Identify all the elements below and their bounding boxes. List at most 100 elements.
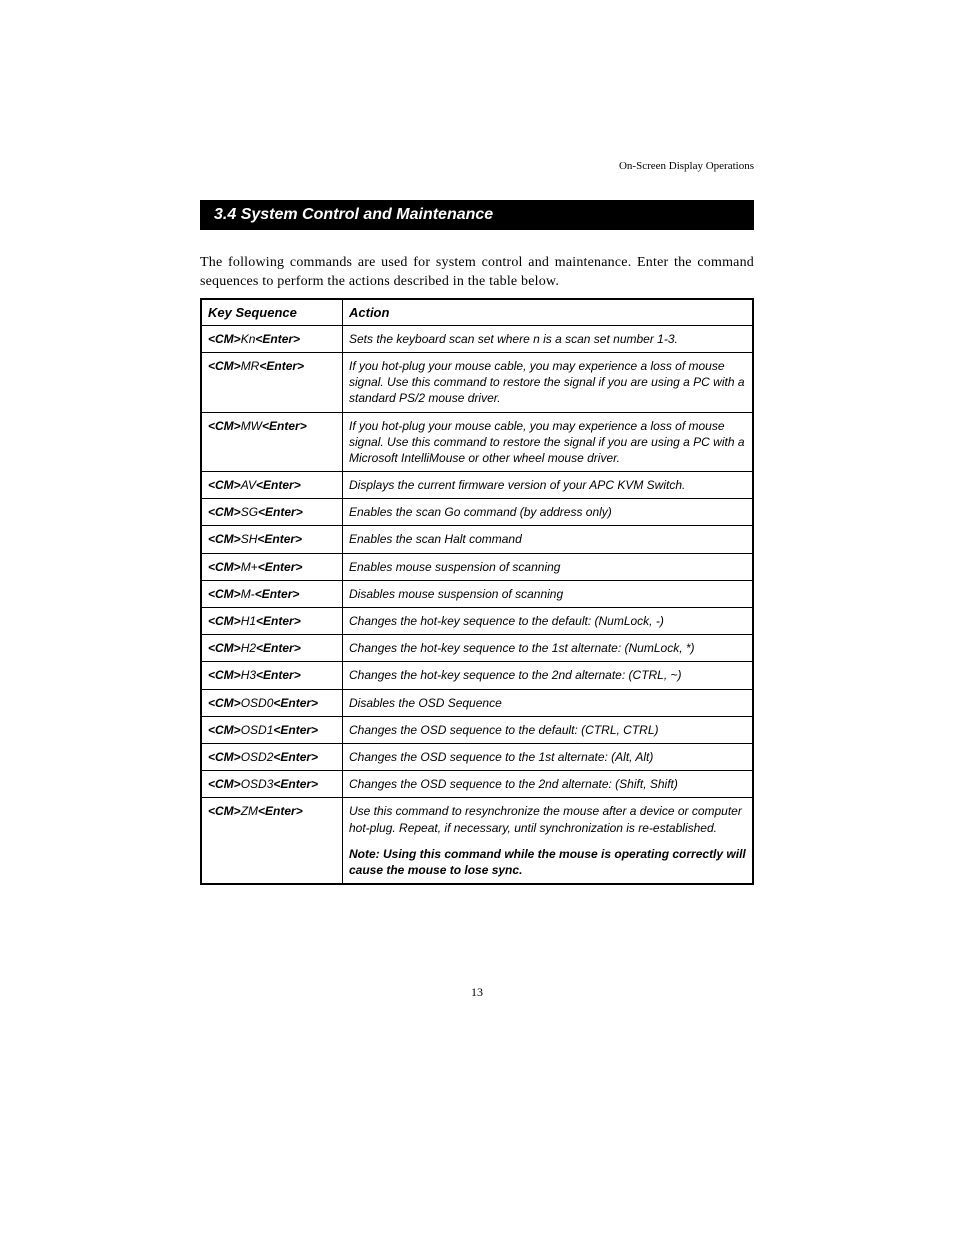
- action-cell: Disables the OSD Sequence: [343, 689, 754, 716]
- action-cell: Changes the hot-key sequence to the 2nd …: [343, 662, 754, 689]
- page-header: On-Screen Display Operations: [200, 160, 754, 172]
- action-text: Use this command to resynchronize the mo…: [349, 804, 742, 834]
- action-cell: Use this command to resynchronize the mo…: [343, 798, 754, 884]
- enter-suffix: <Enter>: [255, 332, 300, 346]
- command-code: M-: [241, 587, 255, 601]
- cm-prefix: <CM>: [208, 614, 241, 628]
- key-sequence-cell: <CM>Kn<Enter>: [201, 325, 343, 352]
- action-text: Changes the hot-key sequence to the 1st …: [349, 641, 695, 655]
- key-sequence-cell: <CM>AV<Enter>: [201, 472, 343, 499]
- key-sequence-cell: <CM>M+<Enter>: [201, 553, 343, 580]
- enter-suffix: <Enter>: [256, 614, 301, 628]
- enter-suffix: <Enter>: [258, 560, 303, 574]
- table-header-row: Key Sequence Action: [201, 299, 753, 326]
- action-cell: If you hot-plug your mouse cable, you ma…: [343, 352, 754, 412]
- action-text: Sets the keyboard scan set where n is a …: [349, 332, 678, 346]
- table-row: <CM>OSD1<Enter> Changes the OSD sequence …: [201, 716, 753, 743]
- action-cell: If you hot-plug your mouse cable, you ma…: [343, 412, 754, 472]
- command-code: AV: [241, 478, 256, 492]
- key-sequence-cell: <CM>H2<Enter>: [201, 635, 343, 662]
- enter-suffix: <Enter>: [273, 723, 318, 737]
- action-text: If you hot-plug your mouse cable, you ma…: [349, 359, 745, 405]
- action-text: Changes the OSD sequence to the 1st alte…: [349, 750, 653, 764]
- action-note: Note: Using this command while the mouse…: [349, 846, 746, 878]
- key-sequence-cell: <CM>OSD0<Enter>: [201, 689, 343, 716]
- table-row: <CM>M-<Enter> Disables mouse suspension o…: [201, 580, 753, 607]
- action-text: Displays the current firmware version of…: [349, 478, 685, 492]
- key-sequence-cell: <CM>OSD1<Enter>: [201, 716, 343, 743]
- action-cell: Disables mouse suspension of scanning: [343, 580, 754, 607]
- action-cell: Changes the OSD sequence to the 1st alte…: [343, 743, 754, 770]
- action-cell: Changes the hot-key sequence to the defa…: [343, 608, 754, 635]
- action-text: Changes the OSD sequence to the default:…: [349, 723, 659, 737]
- table-row: <CM>H1<Enter> Changes the hot-key sequenc…: [201, 608, 753, 635]
- table-row: <CM>H3<Enter> Changes the hot-key sequenc…: [201, 662, 753, 689]
- cm-prefix: <CM>: [208, 478, 241, 492]
- cm-prefix: <CM>: [208, 723, 241, 737]
- key-sequence-cell: <CM>OSD2<Enter>: [201, 743, 343, 770]
- command-code: ZM: [241, 804, 258, 818]
- cm-prefix: <CM>: [208, 696, 241, 710]
- commands-table: Key Sequence Action <CM>Kn<Enter>Sets th…: [200, 298, 754, 885]
- cm-prefix: <CM>: [208, 587, 241, 601]
- cm-prefix: <CM>: [208, 505, 241, 519]
- table-row: <CM>MR<Enter>If you hot-plug your mouse …: [201, 352, 753, 412]
- action-text: Changes the OSD sequence to the 2nd alte…: [349, 777, 678, 791]
- enter-suffix: <Enter>: [258, 804, 303, 818]
- key-sequence-cell: <CM>SG<Enter>: [201, 499, 343, 526]
- action-text: Changes the hot-key sequence to the defa…: [349, 614, 664, 628]
- table-row: <CM>OSD3<Enter> Changes the OSD sequence …: [201, 771, 753, 798]
- table-row: <CM>Kn<Enter> Sets the keyboard scan set …: [201, 325, 753, 352]
- col-header-action: Action: [343, 299, 754, 326]
- command-code: OSD3: [241, 777, 274, 791]
- command-code: OSD0: [241, 696, 274, 710]
- enter-suffix: <Enter>: [273, 750, 318, 764]
- command-code: H1: [241, 614, 256, 628]
- enter-suffix: <Enter>: [257, 532, 302, 546]
- key-sequence-cell: <CM>H1<Enter>: [201, 608, 343, 635]
- cm-prefix: <CM>: [208, 668, 241, 682]
- action-cell: Enables the scan Go command (by address …: [343, 499, 754, 526]
- table-row: <CM>SG<Enter> Enables the scan Go command…: [201, 499, 753, 526]
- command-code: H3: [241, 668, 256, 682]
- command-code: Kn: [241, 332, 256, 346]
- command-code: MW: [241, 419, 262, 433]
- action-text: Enables the scan Go command (by address …: [349, 505, 612, 519]
- cm-prefix: <CM>: [208, 777, 241, 791]
- table-row: <CM>AV<Enter> Displays the current firmwa…: [201, 472, 753, 499]
- key-sequence-cell: <CM>OSD3<Enter>: [201, 771, 343, 798]
- command-code: OSD1: [241, 723, 274, 737]
- table-row: <CM>ZM<Enter>Use this command to resynch…: [201, 798, 753, 884]
- table-row: <CM>SH<Enter> Enables the scan Halt comma…: [201, 526, 753, 553]
- col-header-key-sequence: Key Sequence: [201, 299, 343, 326]
- enter-suffix: <Enter>: [273, 696, 318, 710]
- key-sequence-cell: <CM>H3<Enter>: [201, 662, 343, 689]
- action-cell: Changes the OSD sequence to the default:…: [343, 716, 754, 743]
- page-number: 13: [200, 985, 754, 1000]
- cm-prefix: <CM>: [208, 419, 241, 433]
- table-row: <CM>H2<Enter> Changes the hot-key sequenc…: [201, 635, 753, 662]
- action-text: Enables the scan Halt command: [349, 532, 522, 546]
- cm-prefix: <CM>: [208, 359, 241, 373]
- command-code: H2: [241, 641, 256, 655]
- enter-suffix: <Enter>: [255, 587, 300, 601]
- action-cell: Sets the keyboard scan set where n is a …: [343, 325, 754, 352]
- action-text: Disables mouse suspension of scanning: [349, 587, 563, 601]
- enter-suffix: <Enter>: [256, 668, 301, 682]
- document-page: On-Screen Display Operations 3.4 System …: [0, 0, 954, 1060]
- key-sequence-cell: <CM>SH<Enter>: [201, 526, 343, 553]
- enter-suffix: <Enter>: [259, 359, 304, 373]
- action-cell: Displays the current firmware version of…: [343, 472, 754, 499]
- key-sequence-cell: <CM>MW<Enter>: [201, 412, 343, 472]
- cm-prefix: <CM>: [208, 750, 241, 764]
- action-text: Changes the hot-key sequence to the 2nd …: [349, 668, 682, 682]
- action-cell: Changes the hot-key sequence to the 1st …: [343, 635, 754, 662]
- enter-suffix: <Enter>: [256, 641, 301, 655]
- action-text: Disables the OSD Sequence: [349, 696, 502, 710]
- action-text: If you hot-plug your mouse cable, you ma…: [349, 419, 745, 465]
- enter-suffix: <Enter>: [258, 505, 303, 519]
- enter-suffix: <Enter>: [273, 777, 318, 791]
- enter-suffix: <Enter>: [262, 419, 307, 433]
- action-text: Enables mouse suspension of scanning: [349, 560, 560, 574]
- table-row: <CM>M+<Enter> Enables mouse suspension of…: [201, 553, 753, 580]
